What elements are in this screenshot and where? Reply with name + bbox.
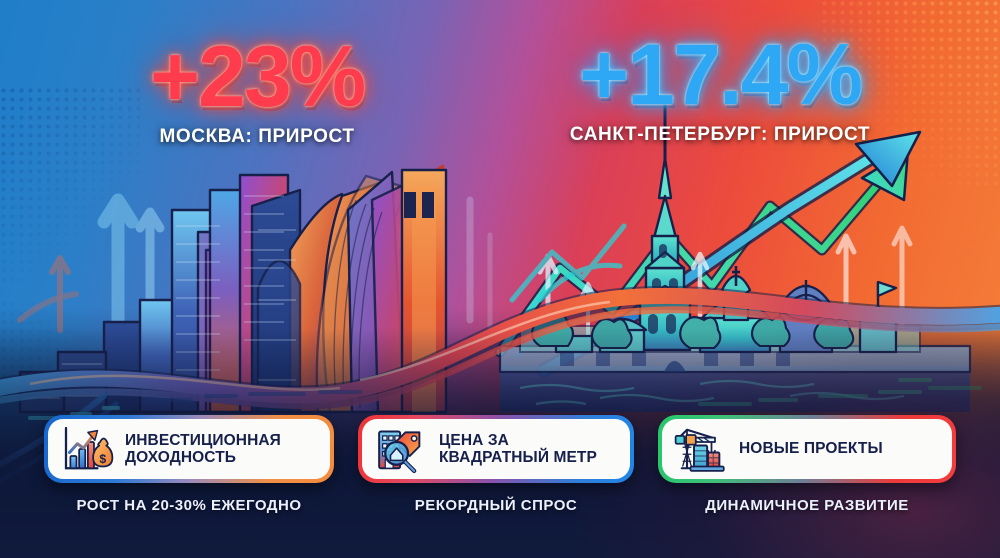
feature-caption-investment-yield: РОСТ НА 20-30% ЕЖЕГОДНО: [76, 497, 302, 514]
feature-card-label-new-projects: НОВЫЕ ПРОЕКТЫ: [739, 440, 883, 458]
feature-caption-new-projects: ДИНАМИЧНОЕ РАЗВИТИЕ: [705, 497, 909, 514]
crane-buildings-icon: [674, 428, 725, 472]
svg-text:$: $: [99, 452, 106, 466]
stat-moscow: +23% МОСКВА: ПРИРОСТ: [92, 34, 422, 148]
ambient-arrows-left: [17, 193, 493, 337]
stat-moscow-value: +23%: [149, 29, 366, 125]
stat-spb: +17.4% САНКТ-ПЕТЕРБУРГ: ПРИРОСТ: [540, 32, 900, 146]
halftone-dots-top-right: [820, 0, 1000, 190]
feature-card-new-projects[interactable]: НОВЫЕ ПРОЕКТЫ: [658, 415, 956, 483]
bar-chart-money-bag-icon: $: [64, 426, 114, 470]
feature-card-wrap-price-per-sqm: ЦЕНА ЗА КВАДРАТНЫЙ МЕТР РЕКОРДНЫЙ СПРОС: [358, 415, 634, 514]
feature-caption-price-per-sqm: РЕКОРДНЫЙ СПРОС: [414, 497, 578, 514]
feature-card-label-investment-yield: ИНВЕСТИЦИОННАЯ ДОХОДНОСТЬ: [125, 431, 281, 466]
feature-card-label-price-per-sqm: ЦЕНА ЗА КВАДРАТНЫЙ МЕТР: [439, 431, 597, 466]
feature-card-price-per-sqm[interactable]: ЦЕНА ЗА КВАДРАТНЫЙ МЕТР: [358, 415, 634, 483]
feature-card-wrap-new-projects: НОВЫЕ ПРОЕКТЫ ДИНАМИЧНОЕ РАЗВИТИЕ: [658, 415, 956, 514]
stat-spb-caption: САНКТ-ПЕТЕРБУРГ: ПРИРОСТ: [569, 124, 871, 145]
halftone-dots-top-left: [0, 86, 140, 286]
feature-card-investment-yield[interactable]: $ ИНВЕСТИЦИОННАЯ ДОХОДНОСТЬ: [44, 415, 334, 483]
feature-cards: $ ИНВЕСТИЦИОННАЯ ДОХОДНОСТЬ РОСТ НА 20-3…: [0, 415, 1000, 514]
stat-spb-value: +17.4%: [578, 27, 863, 123]
stat-moscow-caption: МОСКВА: ПРИРОСТ: [159, 126, 355, 147]
building-magnifier-price-tag-icon: [378, 430, 421, 474]
feature-card-wrap-investment-yield: $ ИНВЕСТИЦИОННАЯ ДОХОДНОСТЬ РОСТ НА 20-3…: [44, 415, 334, 514]
